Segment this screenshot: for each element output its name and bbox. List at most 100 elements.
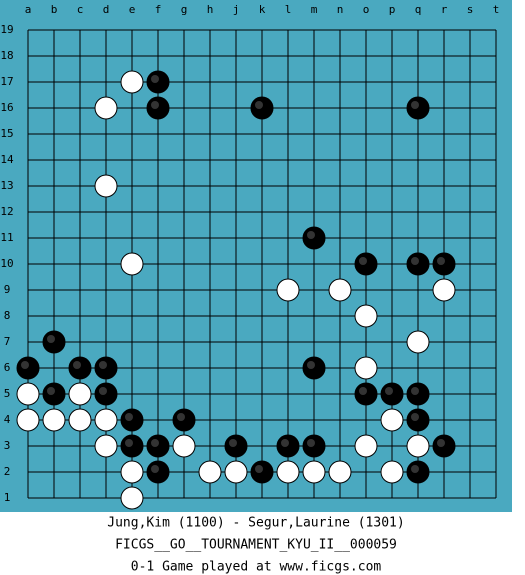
stone-highlight — [333, 283, 341, 291]
white-stone — [224, 460, 248, 484]
row-label: 5 — [4, 387, 11, 400]
white-stone — [120, 252, 144, 276]
stones — [16, 70, 456, 510]
row-label: 2 — [4, 465, 11, 478]
stone-highlight — [73, 387, 81, 395]
black-stone — [432, 252, 456, 276]
row-label: 15 — [0, 127, 13, 140]
white-stone — [42, 408, 66, 432]
stone-highlight — [151, 101, 159, 109]
black-stone — [406, 382, 430, 406]
caption: Jung,Kim (1100) - Segur,Laurine (1301) FI… — [107, 516, 404, 575]
stone-highlight — [21, 361, 29, 369]
stone-highlight — [99, 179, 107, 187]
black-stone — [68, 356, 92, 380]
column-label: m — [311, 3, 318, 16]
black-stone — [224, 434, 248, 458]
stone-highlight — [99, 387, 107, 395]
black-stone — [406, 252, 430, 276]
white-stone — [68, 382, 92, 406]
row-label: 17 — [0, 75, 13, 88]
caption-line: FICGS__GO__TOURNAMENT_KYU_II__000059 — [115, 538, 397, 553]
stone-highlight — [359, 309, 367, 317]
caption-line: Jung,Kim (1100) - Segur,Laurine (1301) — [107, 516, 404, 531]
white-stone — [406, 434, 430, 458]
stone-highlight — [385, 465, 393, 473]
column-label: q — [415, 3, 422, 16]
stone-highlight — [125, 439, 133, 447]
column-label: b — [51, 3, 58, 16]
column-label: t — [493, 3, 500, 16]
black-stone — [302, 434, 326, 458]
stone-highlight — [99, 101, 107, 109]
white-stone — [354, 304, 378, 328]
stone-highlight — [255, 465, 263, 473]
stone-highlight — [125, 413, 133, 421]
column-label: h — [207, 3, 214, 16]
stone-highlight — [229, 465, 237, 473]
white-stone — [172, 434, 196, 458]
row-label: 4 — [4, 413, 11, 426]
white-stone — [94, 96, 118, 120]
white-stone — [328, 460, 352, 484]
labels: a b c d e f g h j k l m n o p q r s t191817161514131211109… — [0, 3, 499, 504]
black-stone — [172, 408, 196, 432]
black-stone — [302, 356, 326, 380]
row-label: 18 — [0, 49, 13, 62]
row-label: 12 — [0, 205, 13, 218]
stone-highlight — [307, 439, 315, 447]
white-stone — [94, 408, 118, 432]
white-stone — [120, 70, 144, 94]
row-label: 14 — [0, 153, 14, 166]
stone-highlight — [333, 465, 341, 473]
stone-highlight — [255, 101, 263, 109]
white-stone — [120, 460, 144, 484]
black-stone — [94, 382, 118, 406]
stone-highlight — [359, 257, 367, 265]
black-stone — [250, 96, 274, 120]
stone-highlight — [411, 257, 419, 265]
row-label: 3 — [4, 439, 11, 452]
column-label: s — [467, 3, 474, 16]
black-stone — [120, 434, 144, 458]
black-stone — [432, 434, 456, 458]
white-stone — [380, 460, 404, 484]
stone-highlight — [47, 387, 55, 395]
row-label: 8 — [4, 309, 11, 322]
column-label: g — [181, 3, 188, 16]
black-stone — [146, 96, 170, 120]
white-stone — [328, 278, 352, 302]
column-label: f — [155, 3, 162, 16]
row-label: 9 — [4, 283, 11, 296]
black-stone — [250, 460, 274, 484]
white-stone — [380, 408, 404, 432]
row-label: 11 — [0, 231, 13, 244]
black-stone — [380, 382, 404, 406]
white-stone — [16, 408, 40, 432]
white-stone — [94, 434, 118, 458]
black-stone — [406, 460, 430, 484]
stone-highlight — [411, 101, 419, 109]
stone-highlight — [47, 413, 55, 421]
white-stone — [276, 278, 300, 302]
stone-highlight — [99, 413, 107, 421]
black-stone — [354, 252, 378, 276]
black-stone — [42, 330, 66, 354]
stone-highlight — [437, 283, 445, 291]
column-label: d — [103, 3, 110, 16]
stone-highlight — [203, 465, 211, 473]
stone-highlight — [151, 75, 159, 83]
board — [0, 0, 512, 512]
black-stone — [354, 382, 378, 406]
black-stone — [120, 408, 144, 432]
column-label: a — [25, 3, 32, 16]
column-label: e — [129, 3, 136, 16]
stone-highlight — [125, 75, 133, 83]
stone-highlight — [99, 361, 107, 369]
row-label: 1 — [4, 491, 11, 504]
row-label: 7 — [4, 335, 11, 348]
white-stone — [276, 460, 300, 484]
stone-highlight — [125, 491, 133, 499]
column-label: n — [337, 3, 344, 16]
